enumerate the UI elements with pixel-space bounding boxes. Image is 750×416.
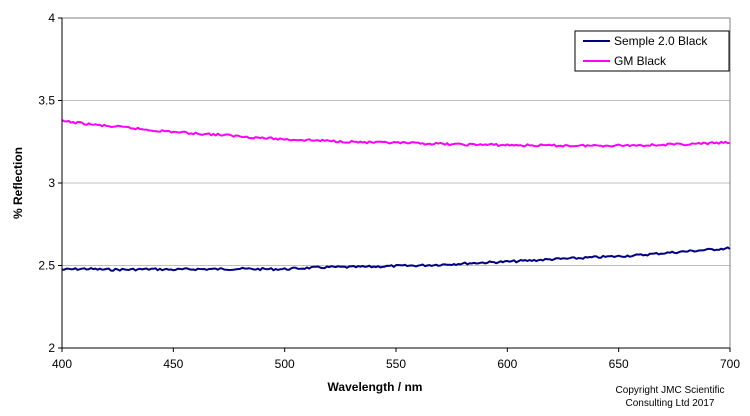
x-tick-labels: 400 450 500 550 600 650 700 (52, 357, 740, 371)
series-line-0 (61, 246, 731, 272)
x-tick-label-1: 450 (163, 357, 183, 371)
y-tick-labels: 2 2.5 3 3.5 4 (38, 11, 55, 355)
legend: Semple 2.0 Black GM Black (574, 30, 730, 72)
x-tick-label-6: 700 (720, 357, 740, 371)
copyright-line-1: Copyright JMC Scientific (615, 385, 725, 396)
x-tick-label-4: 600 (497, 357, 517, 371)
x-tick-label-2: 500 (275, 357, 295, 371)
series-line-1 (61, 119, 731, 148)
legend-label-semple: Semple 2.0 Black (614, 34, 708, 48)
legend-box (574, 30, 730, 72)
y-tick-label-1: 2.5 (38, 259, 55, 273)
legend-label-gm: GM Black (614, 54, 667, 68)
x-tick-label-5: 650 (609, 357, 629, 371)
x-axis-title: Wavelength / nm (328, 380, 423, 394)
axes (58, 17, 731, 352)
x-tick-label-0: 400 (52, 357, 72, 371)
x-tick-label-3: 550 (386, 357, 406, 371)
y-tick-label-4: 4 (48, 11, 55, 25)
y-axis-title: % Reflection (11, 147, 25, 219)
series-lines (61, 119, 731, 272)
copyright-line-2: Consulting Ltd 2017 (625, 398, 715, 409)
y-tick-label-2: 3 (48, 176, 55, 190)
copyright-note: Copyright JMC Scientific Consulting Ltd … (600, 384, 740, 410)
y-tick-label-3: 3.5 (38, 94, 55, 108)
y-tick-label-0: 2 (48, 341, 55, 355)
